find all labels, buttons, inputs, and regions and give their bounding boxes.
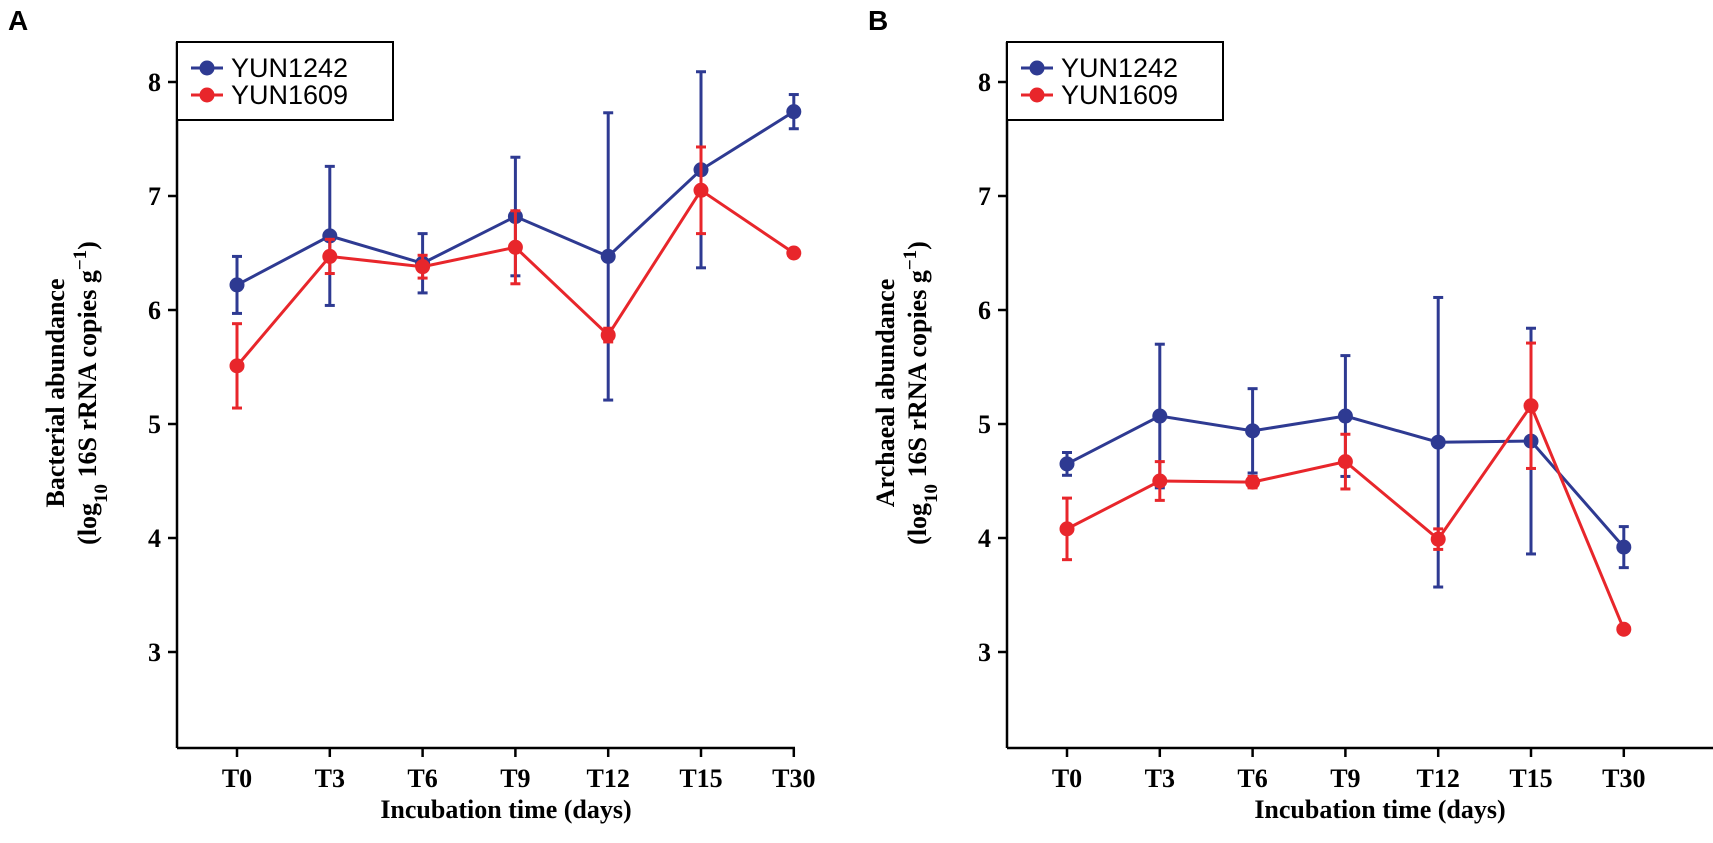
panel-letter: B	[868, 5, 888, 36]
x-tick-label: T0	[222, 764, 252, 793]
data-point	[1059, 521, 1075, 537]
x-tick-label: T30	[772, 764, 815, 793]
y-axis-title-line2-sup: −1	[70, 250, 91, 270]
y-axis-title-line2-rest: 16S rRNA copies g	[903, 270, 932, 484]
legend-swatch-marker	[1029, 60, 1045, 76]
data-point	[786, 245, 802, 261]
x-tick-label: T12	[1417, 764, 1460, 793]
data-point	[1337, 408, 1353, 424]
y-axis-title-line2-sub: 10	[921, 484, 942, 503]
y-tick-label: 3	[978, 638, 991, 667]
x-axis-title: Incubation time (days)	[1254, 795, 1505, 824]
panel-letter: A	[8, 5, 28, 36]
legend-swatch-marker	[199, 87, 215, 103]
y-tick-label: 6	[978, 296, 991, 325]
series-yun1609	[229, 145, 802, 410]
y-tick-label: 8	[148, 68, 161, 97]
y-tick-label: 5	[148, 410, 161, 439]
data-point	[786, 104, 802, 120]
data-point	[1152, 473, 1168, 489]
x-tick-label: T9	[500, 764, 530, 793]
y-axis-title-line2: (log10 16S rRNA copies g−1)	[900, 241, 942, 545]
data-point	[229, 277, 245, 293]
data-point	[1059, 456, 1075, 472]
legend-label: YUN1609	[231, 80, 348, 110]
y-axis-title-line2: (log10 16S rRNA copies g−1)	[70, 241, 112, 545]
y-axis-title-line2-prefix: (log	[903, 503, 932, 545]
legend-label: YUN1242	[231, 53, 348, 83]
legend-box	[176, 41, 394, 121]
x-tick-label: T6	[407, 764, 437, 793]
x-tick-label: T0	[1052, 764, 1082, 793]
y-tick-label: 5	[978, 410, 991, 439]
y-tick-label: 3	[148, 638, 161, 667]
data-point	[600, 248, 616, 264]
x-tick-label: T6	[1237, 764, 1267, 793]
series-yun1609	[1059, 341, 1632, 637]
y-axis-title-line2-sup: −1	[900, 250, 921, 270]
data-point	[507, 239, 523, 255]
legend-box	[1006, 41, 1224, 121]
x-tick-label: T3	[315, 764, 345, 793]
y-axis-title-line2-end: )	[903, 241, 932, 250]
y-tick-label: 7	[148, 182, 161, 211]
x-tick-label: T30	[1602, 764, 1645, 793]
data-point	[1616, 621, 1632, 637]
panel-b: B 3 4 5 6 7 8 T0 T3 T6 T9 T12 T15 T30 Incubation time …	[868, 5, 1713, 824]
data-point	[322, 248, 338, 264]
data-point	[1616, 539, 1632, 555]
y-tick-label: 4	[978, 524, 991, 553]
legend-label: YUN1242	[1061, 53, 1178, 83]
x-axis-title: Incubation time (days)	[380, 795, 631, 824]
data-point	[600, 327, 616, 343]
legend-swatch-marker	[199, 60, 215, 76]
y-tick-label: 7	[978, 182, 991, 211]
y-tick-label: 8	[978, 68, 991, 97]
y-tick-label: 6	[148, 296, 161, 325]
x-tick-label: T15	[1509, 764, 1552, 793]
data-point	[1152, 408, 1168, 424]
y-axis-title: Bacterial abundance(log10 16S rRNA copie…	[41, 241, 112, 545]
legend-label: YUN1609	[1061, 80, 1178, 110]
data-point	[415, 259, 431, 275]
y-axis-title: Archaeal abundance(log10 16S rRNA copies…	[871, 241, 942, 545]
x-tick-label: T9	[1330, 764, 1360, 793]
data-point	[693, 182, 709, 198]
x-tick-label: T3	[1145, 764, 1175, 793]
data-point	[1245, 423, 1261, 439]
data-point	[1523, 398, 1539, 414]
data-point	[229, 358, 245, 374]
panel-a: A 3 4 5 6 7 8 T0 T3 T6 T9 T12 T15 T30 Incubation time …	[8, 5, 815, 824]
data-point	[1430, 434, 1446, 450]
legend-swatch-marker	[1029, 87, 1045, 103]
y-axis-title-line2-end: )	[73, 241, 102, 250]
y-axis-title-line1: Archaeal abundance	[871, 279, 900, 508]
data-point	[1337, 454, 1353, 470]
data-point	[1245, 474, 1261, 490]
y-axis-title-line2-rest: 16S rRNA copies g	[73, 270, 102, 484]
y-axis-title-line2-prefix: (log	[73, 503, 102, 545]
x-tick-label: T15	[679, 764, 722, 793]
x-tick-label: T12	[587, 764, 630, 793]
y-tick-label: 4	[148, 524, 161, 553]
y-axis-title-line2-sub: 10	[91, 484, 112, 503]
data-point	[1430, 531, 1446, 547]
y-axis-title-line1: Bacterial abundance	[41, 279, 70, 508]
